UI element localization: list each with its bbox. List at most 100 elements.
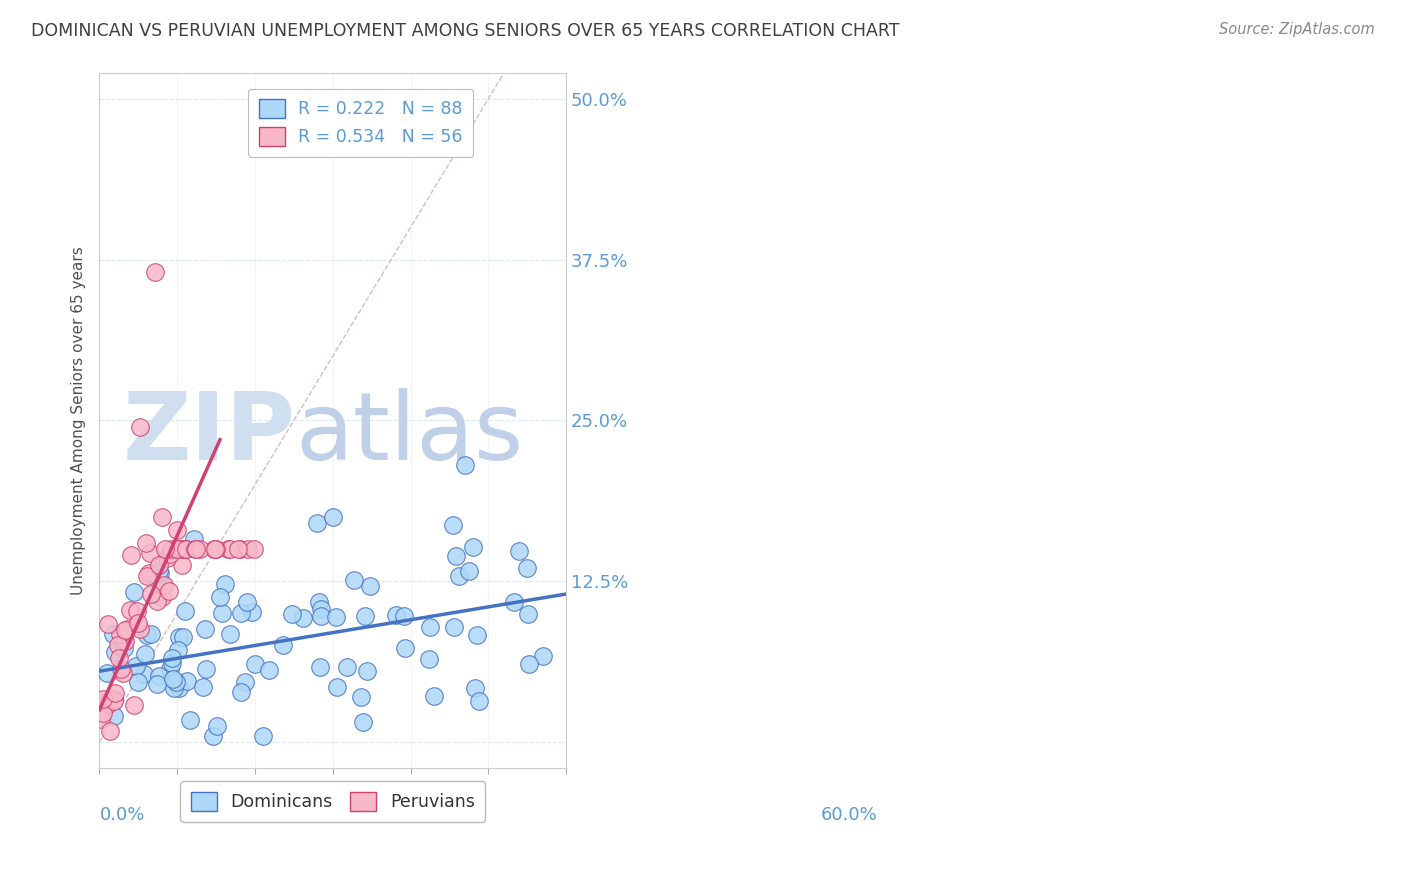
Point [174, 541, 197, 556]
Point [531, 648, 554, 663]
Point [135, 569, 157, 583]
Point [90, 712, 112, 726]
Point [127, 675, 149, 690]
Point [467, 694, 489, 708]
Point [208, 590, 231, 604]
Point [419, 619, 441, 633]
Point [108, 651, 131, 665]
Point [516, 561, 538, 575]
Point [233, 674, 256, 689]
Point [160, 656, 183, 670]
Point [120, 549, 142, 563]
Point [217, 541, 239, 556]
Point [252, 729, 274, 743]
Point [238, 541, 260, 556]
Point [422, 689, 444, 703]
Point [308, 595, 330, 609]
Point [139, 626, 162, 640]
Point [139, 545, 162, 559]
Point [464, 681, 486, 695]
Point [309, 602, 332, 616]
Point [149, 566, 172, 580]
Point [172, 630, 194, 644]
Point [135, 535, 157, 549]
Point [122, 698, 145, 713]
Point [219, 627, 242, 641]
Point [146, 677, 169, 691]
Point [443, 620, 465, 634]
Point [166, 643, 188, 657]
Point [97, 697, 120, 711]
Point [96, 665, 118, 680]
Point [352, 714, 374, 729]
Point [152, 590, 174, 604]
Text: 0.0%: 0.0% [100, 805, 145, 824]
Point [205, 541, 228, 556]
Point [350, 690, 373, 704]
Point [447, 569, 470, 583]
Point [169, 541, 191, 556]
Point [245, 657, 267, 671]
Point [202, 729, 225, 743]
Point [128, 622, 150, 636]
Point [94, 695, 117, 709]
Point [166, 541, 188, 556]
Point [354, 609, 377, 624]
Text: 60.0%: 60.0% [821, 805, 877, 824]
Point [150, 575, 173, 590]
Point [125, 658, 148, 673]
Point [219, 541, 242, 556]
Point [454, 458, 477, 473]
Point [205, 719, 228, 733]
Point [174, 541, 197, 556]
Point [160, 651, 183, 665]
Point [280, 607, 302, 621]
Point [228, 541, 250, 556]
Point [172, 541, 194, 556]
Point [176, 674, 198, 689]
Legend: Dominicans, Peruvians: Dominicans, Peruvians [180, 781, 485, 822]
Point [188, 541, 211, 556]
Point [179, 713, 201, 727]
Point [322, 509, 344, 524]
Point [163, 681, 186, 695]
Point [231, 606, 253, 620]
Point [112, 640, 135, 655]
Point [385, 608, 408, 623]
Point [93, 692, 115, 706]
Point [155, 541, 177, 556]
Text: ZIP: ZIP [122, 388, 295, 480]
Point [394, 640, 416, 655]
Point [167, 681, 190, 696]
Point [104, 644, 127, 658]
Point [103, 694, 125, 708]
Point [165, 675, 187, 690]
Point [517, 607, 540, 622]
Point [145, 265, 167, 279]
Point [231, 685, 253, 699]
Text: DOMINICAN VS PERUVIAN UNEMPLOYMENT AMONG SENIORS OVER 65 YEARS CORRELATION CHART: DOMINICAN VS PERUVIAN UNEMPLOYMENT AMONG… [31, 22, 900, 40]
Point [120, 603, 142, 617]
Point [463, 541, 485, 555]
Point [441, 517, 464, 532]
Point [91, 706, 114, 721]
Point [214, 576, 236, 591]
Y-axis label: Unemployment Among Seniors over 65 years: Unemployment Among Seniors over 65 years [72, 246, 86, 595]
Point [159, 547, 181, 561]
Text: Source: ZipAtlas.com: Source: ZipAtlas.com [1219, 22, 1375, 37]
Point [172, 541, 194, 556]
Point [325, 610, 347, 624]
Point [125, 604, 148, 618]
Point [103, 691, 125, 706]
Point [159, 584, 181, 599]
Point [356, 664, 378, 678]
Point [110, 662, 132, 676]
Point [124, 585, 146, 599]
Point [166, 523, 188, 537]
Point [145, 594, 167, 608]
Point [325, 681, 347, 695]
Point [359, 579, 381, 593]
Point [134, 647, 156, 661]
Point [150, 509, 173, 524]
Point [508, 544, 530, 558]
